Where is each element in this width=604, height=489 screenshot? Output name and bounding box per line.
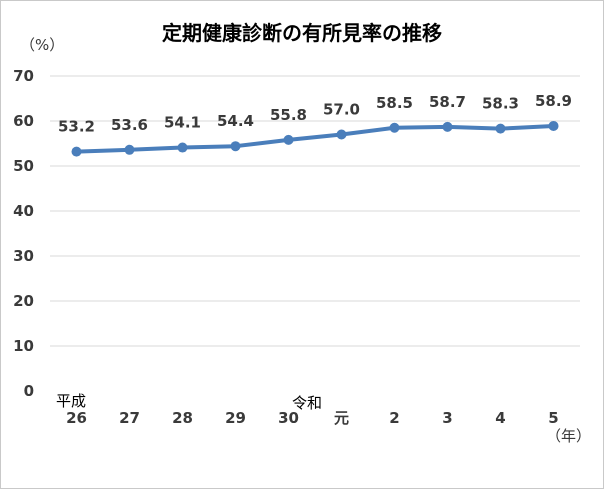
x-tick-label: 4	[495, 409, 505, 427]
data-point	[548, 120, 559, 131]
x-tick-label: 30	[278, 409, 299, 427]
data-labels: 53.2 53.6 54.1 54.4 55.8 57.0 58.5 58.7 58.3 58.9	[58, 92, 572, 136]
y-tick-label: 60	[13, 112, 34, 130]
x-tick-label: 27	[119, 409, 140, 427]
chart-title: 定期健康診断の有所見率の推移	[162, 21, 442, 45]
x-tick-label: 26	[66, 409, 87, 427]
data-label: 54.1	[164, 114, 201, 132]
data-label: 54.4	[217, 112, 254, 130]
data-point	[495, 123, 506, 134]
data-label: 57.0	[323, 101, 360, 119]
data-point	[389, 122, 400, 133]
y-tick-label: 10	[13, 337, 34, 355]
y-tick-label: 50	[13, 157, 34, 175]
x-tick-labels: 26 27 28 29 30 元 2 3 4 5	[66, 409, 559, 427]
x-tick-label: 5	[548, 409, 558, 427]
era-label-heisei: 平成	[56, 392, 86, 410]
y-tick-label: 30	[13, 247, 34, 265]
data-label: 53.2	[58, 118, 95, 136]
data-label: 58.3	[482, 95, 519, 113]
data-label: 53.6	[111, 116, 148, 134]
x-axis-unit: （年）	[546, 427, 591, 445]
data-point	[230, 141, 241, 152]
data-label: 58.5	[376, 94, 413, 112]
x-tick-label: 2	[389, 409, 399, 427]
y-tick-label: 40	[13, 202, 34, 220]
data-point	[177, 142, 188, 153]
era-label-reiwa: 令和	[292, 394, 322, 412]
y-tick-label: 20	[13, 292, 34, 310]
x-tick-label: 元	[334, 409, 349, 427]
data-point	[124, 144, 135, 155]
gridlines	[50, 75, 580, 347]
data-label: 55.8	[270, 106, 307, 124]
data-point	[71, 146, 82, 157]
data-point	[336, 129, 347, 140]
x-tick-label: 28	[172, 409, 193, 427]
y-axis-unit: （%）	[20, 36, 64, 54]
data-series	[71, 120, 559, 157]
y-tick-label: 70	[13, 67, 34, 85]
data-label: 58.7	[429, 93, 466, 111]
y-tick-label: 0	[24, 382, 34, 400]
data-point	[442, 121, 453, 132]
series-line	[74, 123, 556, 154]
y-tick-labels: 0 10 20 30 40 50 60 70	[13, 67, 34, 400]
data-label: 58.9	[535, 92, 572, 110]
x-tick-label: 29	[225, 409, 246, 427]
data-point	[283, 134, 294, 145]
x-tick-label: 3	[442, 409, 452, 427]
